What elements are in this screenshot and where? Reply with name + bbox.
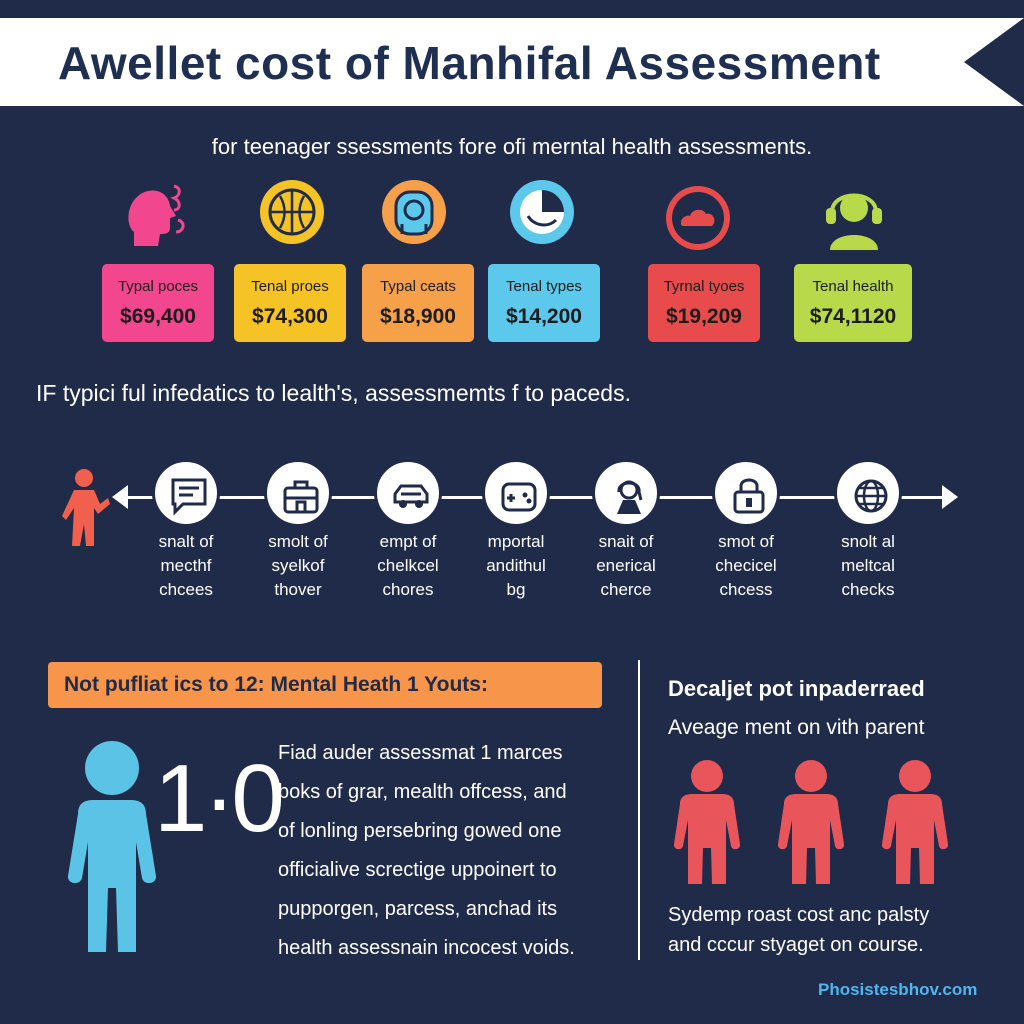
timeline-arrow-right-icon [942, 485, 958, 509]
brain-globe-icon [256, 176, 328, 248]
cost-card-value: $19,209 [666, 305, 742, 328]
timeline-label-line: meltcal [841, 556, 895, 575]
cost-card-2: Tenal proes $74,300 [234, 264, 346, 342]
timeline-label-line: smolt of [268, 532, 328, 551]
timeline-label-line: snait of [598, 532, 654, 551]
timeline-label-line: smot of [718, 532, 774, 551]
pie-chart-icon [506, 176, 578, 248]
section-divider [638, 660, 640, 960]
car-icon [374, 459, 442, 527]
timeline-label-1: snalt of mecthf chcees [121, 530, 251, 602]
paragraph-line: officialive screctige uppoinert to [278, 859, 557, 881]
briefcase-icon [264, 459, 332, 527]
timeline-label-line: cherce [600, 580, 652, 599]
timeline-label-line: checicel [715, 556, 777, 575]
lock-icon [712, 459, 780, 527]
person-icon-red [776, 758, 846, 893]
paragraph-line: boks of grar, mealth offcess, and [278, 781, 567, 803]
cost-card-value: $69,400 [120, 305, 196, 328]
cost-card-value: $74,300 [252, 305, 328, 328]
paragraph-line: Sydemp roast cost anc palsty [668, 904, 930, 926]
page-title: Awellet cost of Manhifal Assessment [58, 37, 881, 89]
timeline-label-line: thover [274, 580, 322, 599]
timeline-label-line: checks [841, 580, 895, 599]
cost-card-value: $18,900 [380, 305, 456, 328]
person-icon-red [672, 758, 742, 893]
timeline-label-line: chores [382, 580, 434, 599]
timeline-label-line: andithul [486, 556, 546, 575]
timeline-label-line: bg [506, 580, 526, 599]
headphones-user-icon [818, 180, 890, 252]
chat-icon [152, 459, 220, 527]
timeline-label-2: smolt of syelkof thover [233, 530, 363, 602]
title-banner: Awellet cost of Manhifal Assessment [0, 18, 1024, 106]
cost-card-3: Typal ceats $18,900 [362, 264, 474, 342]
gamepad-icon [482, 459, 550, 527]
timeline-arrow-left-icon [112, 485, 128, 509]
cost-card-label: Typal ceats [380, 278, 456, 295]
timeline-label-3: empt of chelkcel chores [343, 530, 473, 602]
cost-card-label: Tyrnal tyoes [663, 278, 745, 295]
cost-card-value: $74,1120 [809, 305, 897, 328]
page-subtitle: for teenager ssessments fore ofi merntal… [211, 134, 813, 159]
timeline-label-4: mportal andithul bg [451, 530, 581, 602]
cloud-icon [662, 182, 734, 254]
right-subheading: Aveage ment on vith parent [668, 716, 925, 739]
timeline-label-line: snolt al [841, 532, 895, 551]
paragraph-line: and cccur styaget on course. [668, 934, 924, 956]
timeline-label-line: syelkof [271, 556, 325, 575]
cost-card-6: Tenal health $74,1120 [794, 264, 912, 342]
left-paragraph: Fiad auder assessmat 1 marces boks of gr… [278, 734, 628, 968]
woman-icon [592, 459, 660, 527]
paragraph-line: health assessnain incocest voids. [278, 937, 575, 959]
timeline-label-line: chcees [159, 580, 213, 599]
person-icon [64, 738, 160, 963]
paragraph-line: of lonling persebring gowed one [278, 820, 562, 842]
globe-icon [834, 459, 902, 527]
cost-card-label: Tenal types [506, 278, 582, 295]
timeline-label-line: mportal [487, 532, 545, 551]
cost-card-label: Tenal health [812, 278, 894, 295]
right-heading: Decaljet pot inpaderraed [668, 676, 925, 701]
walking-person-icon [62, 468, 112, 553]
cost-card-label: Typal poces [117, 278, 199, 295]
cost-card-1: Typal poces $69,400 [102, 264, 214, 342]
head-helmet-icon [378, 176, 450, 248]
paragraph-line: Fiad auder assessmat 1 marces [278, 742, 563, 764]
timeline-label-line: chcess [719, 580, 773, 599]
cost-card-value: $14,200 [506, 305, 582, 328]
cost-card-4: Tenal types $14,200 [488, 264, 600, 342]
cost-card-5: Tyrnal tyoes $19,209 [648, 264, 760, 342]
head-profile-icon [120, 176, 192, 248]
footer-url[interactable]: Phosistesbhov.com [818, 980, 978, 999]
timeline-label-5: snait of enerical cherce [561, 530, 691, 602]
timeline-label-line: mecthf [160, 556, 212, 575]
timeline-label-line: snalt of [158, 532, 214, 551]
timeline-label-7: snolt al meltcal checks [803, 530, 933, 602]
timeline-label-6: smot of checicel chcess [681, 530, 811, 602]
section-heading: IF typici ful infedatics to lealth's, as… [36, 380, 631, 406]
timeline-label-line: chelkcel [377, 556, 439, 575]
big-number: 1·0 [154, 745, 285, 852]
timeline-label-line: empt of [379, 532, 437, 551]
right-paragraph: Sydemp roast cost anc palsty and cccur s… [668, 900, 998, 960]
paragraph-line: pupporgen, parcess, anchad its [278, 898, 558, 920]
person-icon-red [880, 758, 950, 893]
timeline-label-line: enerical [596, 556, 656, 575]
youth-banner: Not pufliat ics to 12: Mental Heath 1 Yo… [48, 662, 602, 708]
cost-card-label: Tenal proes [251, 278, 329, 295]
banner-ribbon [0, 18, 1024, 106]
